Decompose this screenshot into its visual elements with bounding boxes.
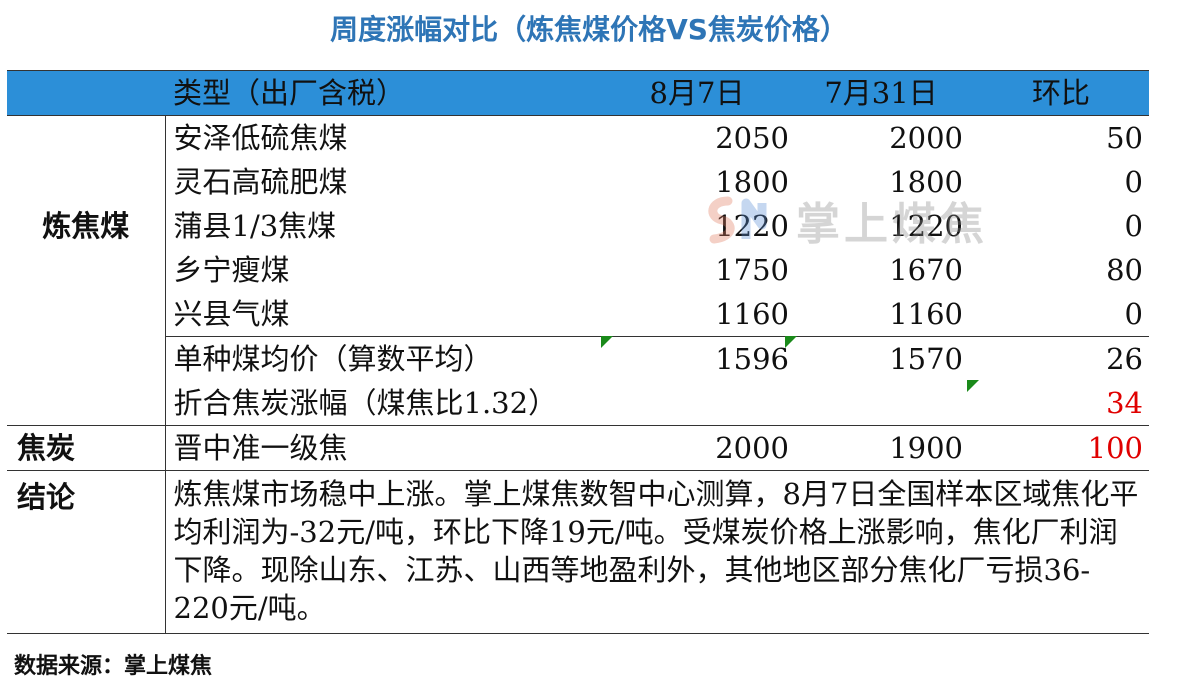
row-change: 26	[973, 336, 1149, 381]
category-blank	[7, 336, 166, 426]
row-name: 折合焦炭涨幅（煤焦比1.32）	[173, 386, 558, 420]
header-date-current: 8月7日	[605, 70, 789, 116]
header-date-previous: 7月31日	[789, 70, 973, 116]
table-row-conclusion: 结论 炼焦煤市场稳中上涨。掌上煤焦数智中心测算，8月7日全国样本区域焦化平均利润…	[7, 470, 1149, 634]
row-value-current	[605, 381, 789, 426]
category-conclusion: 结论	[7, 470, 166, 634]
row-change: 0	[1124, 165, 1143, 199]
table-row-average: 单种煤均价（算数平均） 1596 1570 26	[7, 336, 1149, 426]
category-coke: 焦炭	[7, 425, 166, 471]
comment-marker-icon	[967, 380, 979, 392]
row-change: 80	[1106, 253, 1143, 287]
row-name: 蒲县1/3焦煤	[173, 209, 337, 243]
row-value-previous: 2000	[889, 121, 963, 155]
row-name: 乡宁瘦煤	[173, 253, 290, 287]
row-change: 50	[1106, 121, 1143, 155]
category-coking-coal: 炼焦煤	[7, 115, 166, 337]
row-value-previous	[789, 381, 973, 426]
table-row: 兴县气煤 1160 1160 0	[7, 292, 1149, 337]
table-header-row: 类型（出厂含税） 8月7日 7月31日 环比	[7, 70, 1149, 116]
data-source-note: 数据来源：掌上煤焦	[14, 654, 213, 679]
conclusion-text: 炼焦煤市场稳中上涨。掌上煤焦数智中心测算，8月7日全国样本区域焦化平均利润为-3…	[165, 470, 1149, 634]
row-value-previous: 1220	[889, 209, 963, 243]
row-value-current: 1220	[715, 209, 789, 243]
header-blank-cell	[7, 70, 165, 116]
row-change: 0	[1124, 297, 1143, 331]
row-value-current: 1800	[715, 165, 789, 199]
row-value-current: 2000	[605, 425, 789, 471]
row-name: 安泽低硫焦煤	[173, 121, 348, 155]
price-comparison-table: 类型（出厂含税） 8月7日 7月31日 环比 炼焦煤 安泽低硫焦煤 2050 2…	[7, 70, 1149, 634]
row-value-current: 1596	[605, 336, 789, 381]
header-change: 环比	[973, 70, 1149, 116]
table-row-converted: 折合焦炭涨幅（煤焦比1.32） 34	[7, 381, 1149, 426]
row-change: 0	[1124, 209, 1143, 243]
row-value-current: 2050	[715, 121, 789, 155]
table-row: 炼焦煤 安泽低硫焦煤 2050 2000 50	[7, 115, 1149, 337]
row-value-previous: 1160	[889, 297, 963, 331]
header-type: 类型（出厂含税）	[165, 70, 605, 116]
row-value-current: 1160	[715, 297, 789, 331]
comment-marker-icon	[785, 336, 797, 348]
row-value-previous: 1800	[889, 165, 963, 199]
table-row: 乡宁瘦煤 1750 1670 80	[7, 248, 1149, 292]
row-change-highlight: 100	[973, 425, 1149, 471]
comment-marker-icon	[601, 336, 613, 348]
row-name: 灵石高硫肥煤	[173, 165, 348, 199]
row-change-highlight: 34	[1106, 386, 1143, 420]
row-value-current: 1750	[715, 253, 789, 287]
row-name: 晋中准一级焦	[165, 425, 605, 471]
row-value-previous: 1570	[789, 336, 973, 381]
row-value-previous: 1670	[889, 253, 963, 287]
table-row: 蒲县1/3焦煤 1220 1220 0	[7, 204, 1149, 248]
row-value-previous: 1900	[789, 425, 973, 471]
row-name: 兴县气煤	[173, 297, 290, 331]
table-row: 灵石高硫肥煤 1800 1800 0	[7, 160, 1149, 204]
page-title: 周度涨幅对比（炼焦煤价格VS焦炭价格）	[330, 13, 848, 46]
table-row-coke: 焦炭 晋中准一级焦 2000 1900 100	[7, 425, 1149, 471]
row-name: 单种煤均价（算数平均）	[165, 336, 605, 381]
